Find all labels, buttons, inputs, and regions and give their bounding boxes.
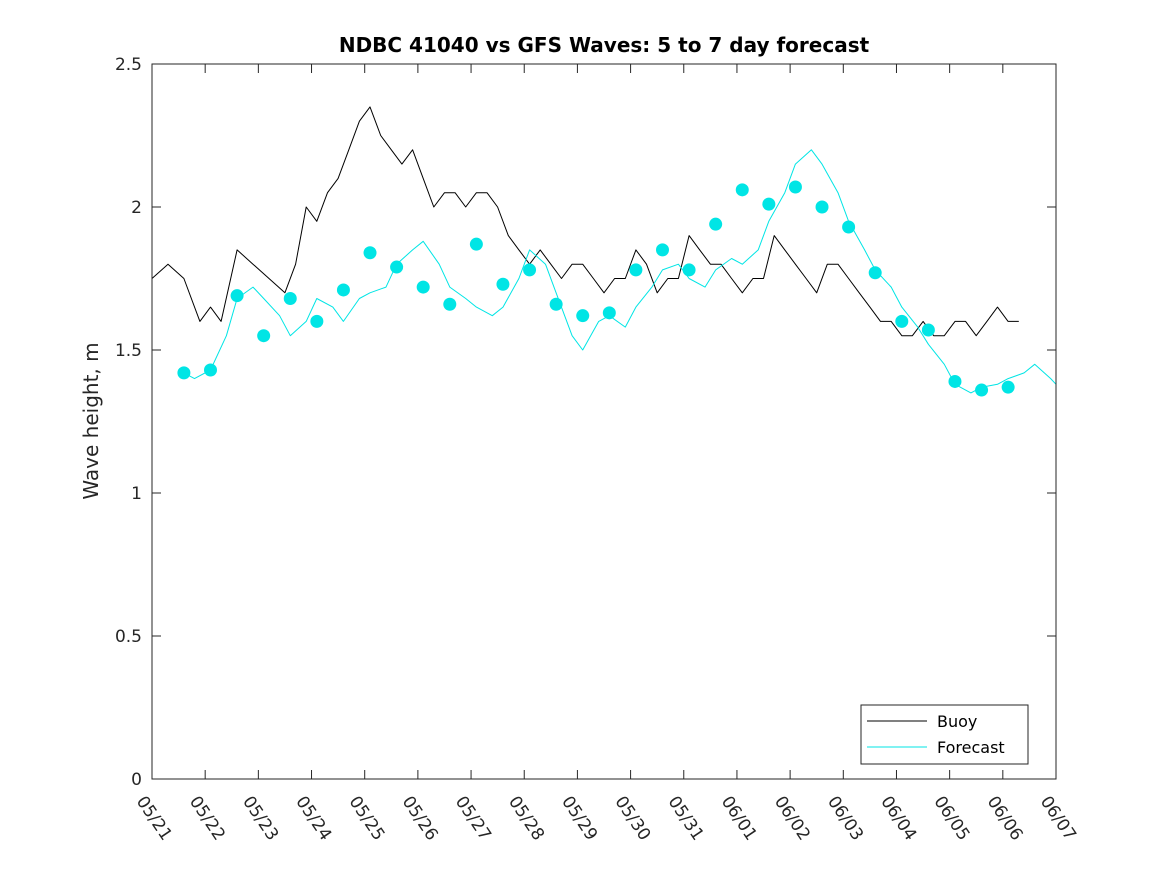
forecast-marker-point — [443, 297, 457, 311]
y-tick-label: 2 — [131, 198, 142, 218]
x-tick-label: 05/21 — [132, 793, 176, 845]
series-layer — [151, 106, 1057, 397]
x-tick-label: 06/04 — [876, 793, 920, 845]
x-tick-label: 06/07 — [1036, 793, 1080, 845]
forecast-marker-point — [868, 266, 882, 280]
forecast-marker-point — [496, 277, 510, 291]
x-tick-label: 06/02 — [770, 793, 814, 845]
forecast-marker-point — [363, 246, 377, 260]
forecast-marker-point — [709, 217, 723, 231]
forecast-marker-point — [257, 329, 271, 343]
forecast-marker-point — [788, 180, 802, 194]
forecast-marker-point — [975, 383, 989, 397]
plot-background — [152, 64, 1056, 779]
series-line-forecast — [183, 149, 1057, 394]
y-tick-label: 2.5 — [115, 55, 142, 75]
forecast-marker-point — [416, 280, 430, 294]
forecast-marker-point — [523, 263, 537, 277]
y-tick-label: 1.5 — [115, 341, 142, 361]
forecast-marker-point — [948, 374, 962, 388]
chart-title: NDBC 41040 vs GFS Waves: 5 to 7 day fore… — [339, 33, 870, 57]
forecast-marker-point — [655, 243, 669, 257]
x-tick-label: 05/29 — [557, 793, 601, 845]
forecast-marker-point — [815, 200, 829, 214]
x-tick-label: 06/06 — [983, 793, 1027, 845]
x-tick-label: 05/31 — [664, 793, 708, 845]
x-tick-label: 06/01 — [717, 793, 761, 845]
y-axis-label: Wave height, m — [79, 342, 103, 499]
y-tick-label: 1 — [131, 484, 142, 504]
legend-label-buoy: Buoy — [937, 712, 977, 731]
forecast-marker-point — [177, 366, 191, 380]
x-tick-label: 06/03 — [823, 793, 867, 845]
x-tick-label: 05/28 — [504, 793, 548, 845]
forecast-marker-point — [629, 263, 643, 277]
forecast-marker-point — [682, 263, 696, 277]
y-tick-label: 0.5 — [115, 627, 142, 647]
x-tick-label: 05/22 — [185, 793, 229, 845]
forecast-marker-point — [602, 306, 616, 320]
forecast-marker-point — [230, 289, 244, 303]
forecast-marker-point — [203, 363, 217, 377]
forecast-marker-point — [762, 197, 776, 211]
forecast-marker-point — [283, 292, 297, 306]
legend-box — [860, 704, 1029, 765]
forecast-marker-point — [1001, 380, 1015, 394]
forecast-marker-point — [576, 309, 590, 323]
legend: Buoy Forecast — [860, 704, 1029, 765]
x-tick-label: 05/27 — [451, 793, 495, 845]
series-line-buoy — [151, 106, 1019, 337]
forecast-marker-point — [310, 314, 324, 328]
x-tick-label: 05/23 — [238, 793, 282, 845]
forecast-marker-point — [469, 237, 483, 251]
x-tick-label: 05/24 — [291, 793, 335, 845]
forecast-marker-point — [921, 323, 935, 337]
forecast-marker-point — [895, 314, 909, 328]
x-tick-label: 05/26 — [398, 793, 442, 845]
forecast-marker-point — [336, 283, 350, 297]
forecast-marker-point — [842, 220, 856, 234]
x-tick-label: 05/30 — [610, 793, 654, 845]
forecast-marker-point — [735, 183, 749, 197]
axes-box — [151, 63, 1057, 780]
legend-label-forecast: Forecast — [937, 738, 1005, 757]
x-tick-label: 05/25 — [345, 793, 389, 845]
forecast-marker-point — [390, 260, 404, 274]
x-tick-label: 06/05 — [930, 793, 974, 845]
y-tick-label: 0 — [131, 770, 142, 790]
plot-area: 00.511.522.505/21 05/22 05/23 05/24 05/25 05/… — [115, 55, 1080, 844]
forecast-marker-point — [549, 297, 563, 311]
